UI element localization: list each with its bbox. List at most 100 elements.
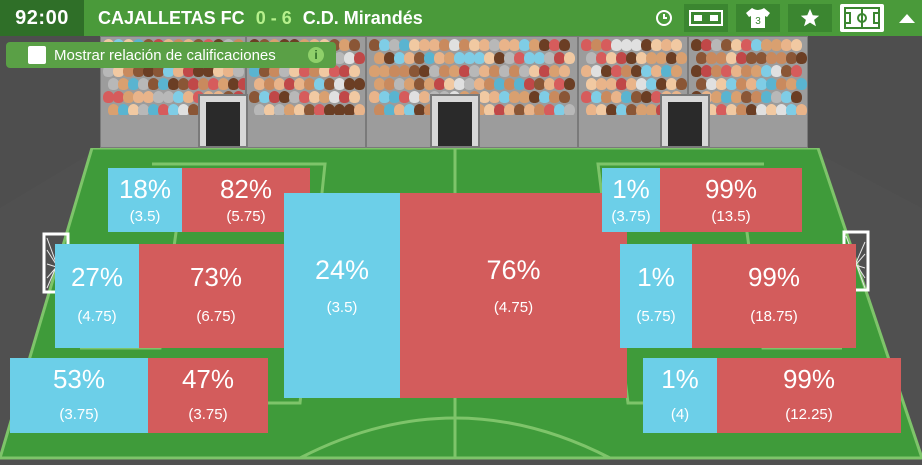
spectator — [781, 65, 792, 77]
crowd — [689, 37, 807, 115]
spectator — [621, 65, 632, 77]
spectator — [601, 39, 612, 51]
away-share: 99% (12.25) — [717, 358, 901, 433]
spectator — [586, 104, 597, 115]
info-icon[interactable]: i — [308, 47, 324, 63]
spectator — [716, 78, 727, 90]
home-rating: (3.5) — [129, 208, 161, 225]
spectator — [636, 52, 647, 64]
match-clock: 92:00 — [0, 0, 84, 36]
spectator — [631, 39, 642, 51]
home-share: 1% (5.75) — [620, 244, 692, 348]
scoreboard-icon[interactable] — [684, 4, 728, 32]
star-icon[interactable] — [788, 4, 832, 32]
spectator — [756, 52, 767, 64]
spectator — [529, 39, 540, 51]
spectator — [474, 78, 485, 90]
pitch-icon[interactable] — [840, 4, 884, 32]
spectator — [449, 39, 460, 51]
match-title: CAJALLETAS FC 0 - 6 C.D. Mirandés — [98, 0, 423, 36]
jersey-icon[interactable]: 3 — [736, 4, 780, 32]
spectator — [489, 65, 500, 77]
spectator — [479, 39, 490, 51]
spectator — [519, 65, 530, 77]
spectator — [716, 104, 727, 115]
spectator — [631, 91, 642, 103]
spectator — [596, 78, 607, 90]
spectator — [399, 91, 410, 103]
spectator — [188, 104, 199, 115]
home-share: 1% (4) — [643, 358, 717, 433]
spectator — [676, 52, 687, 64]
spectator — [741, 39, 752, 51]
spectator — [581, 39, 592, 51]
spectator — [479, 91, 490, 103]
spectator — [213, 65, 224, 77]
away-percentage: 99% — [704, 174, 758, 204]
spectator — [656, 78, 667, 90]
away-percentage: 76% — [486, 255, 541, 285]
ratings-toggle[interactable]: Mostrar relación de calificaciones i — [6, 42, 336, 68]
spectator — [269, 91, 280, 103]
spectator — [249, 91, 260, 103]
spectator — [344, 78, 355, 90]
spectator — [238, 78, 245, 90]
spectator — [641, 65, 652, 77]
spectator — [711, 39, 722, 51]
spectator — [409, 91, 420, 103]
clock-icon[interactable] — [652, 4, 676, 32]
spectator — [621, 39, 632, 51]
spectator — [514, 104, 525, 115]
zone-right-top[interactable]: 1% (3.75) 99% (13.5) — [602, 168, 802, 232]
spectator — [746, 78, 757, 90]
spectator — [294, 104, 305, 115]
spectator — [133, 65, 144, 77]
spectator — [309, 91, 320, 103]
spectator — [329, 91, 340, 103]
spectator — [766, 104, 777, 115]
spectator — [439, 39, 450, 51]
spectator — [158, 104, 169, 115]
spectator — [374, 52, 385, 64]
spectator — [474, 52, 485, 64]
ratings-checkbox[interactable] — [28, 46, 46, 64]
home-rating: (4) — [670, 406, 690, 423]
spectator — [766, 78, 777, 90]
spectator — [484, 52, 495, 64]
zone-left-bottom[interactable]: 53% (3.75) 47% (3.75) — [10, 358, 268, 433]
spectator — [459, 39, 470, 51]
spectator — [736, 52, 747, 64]
spectator — [731, 65, 742, 77]
spectator — [183, 91, 194, 103]
spectator — [606, 78, 617, 90]
spectator — [601, 65, 612, 77]
spectator — [559, 39, 570, 51]
spectator — [289, 91, 300, 103]
spectator — [534, 104, 545, 115]
spectator — [148, 104, 159, 115]
spectator — [314, 104, 325, 115]
spectator — [274, 78, 285, 90]
spectator — [544, 104, 555, 115]
spectator — [394, 78, 405, 90]
zone-right-bottom[interactable]: 1% (4) 99% (12.25) — [643, 358, 901, 433]
spectator — [509, 65, 520, 77]
spectator — [259, 91, 270, 103]
spectator — [726, 52, 737, 64]
zone-right-mid[interactable]: 1% (5.75) 99% (18.75) — [620, 244, 856, 348]
spectator — [108, 78, 119, 90]
caret-up-icon[interactable] — [892, 4, 922, 32]
spectator — [489, 39, 500, 51]
spectator — [796, 104, 807, 115]
spectator — [123, 91, 134, 103]
zone-center[interactable]: 24% (3.5) 76% (4.75) — [284, 193, 627, 398]
home-rating: (4.75) — [77, 308, 117, 325]
zone-left-mid[interactable]: 27% (4.75) 73% (6.75) — [55, 244, 293, 348]
spectator — [178, 104, 189, 115]
spectator — [781, 39, 792, 51]
spectator — [726, 78, 737, 90]
spectator — [591, 91, 602, 103]
away-share: 99% (13.5) — [660, 168, 802, 232]
zone-left-top[interactable]: 18% (3.5) 82% (5.75) — [108, 168, 310, 232]
spectator — [499, 65, 510, 77]
